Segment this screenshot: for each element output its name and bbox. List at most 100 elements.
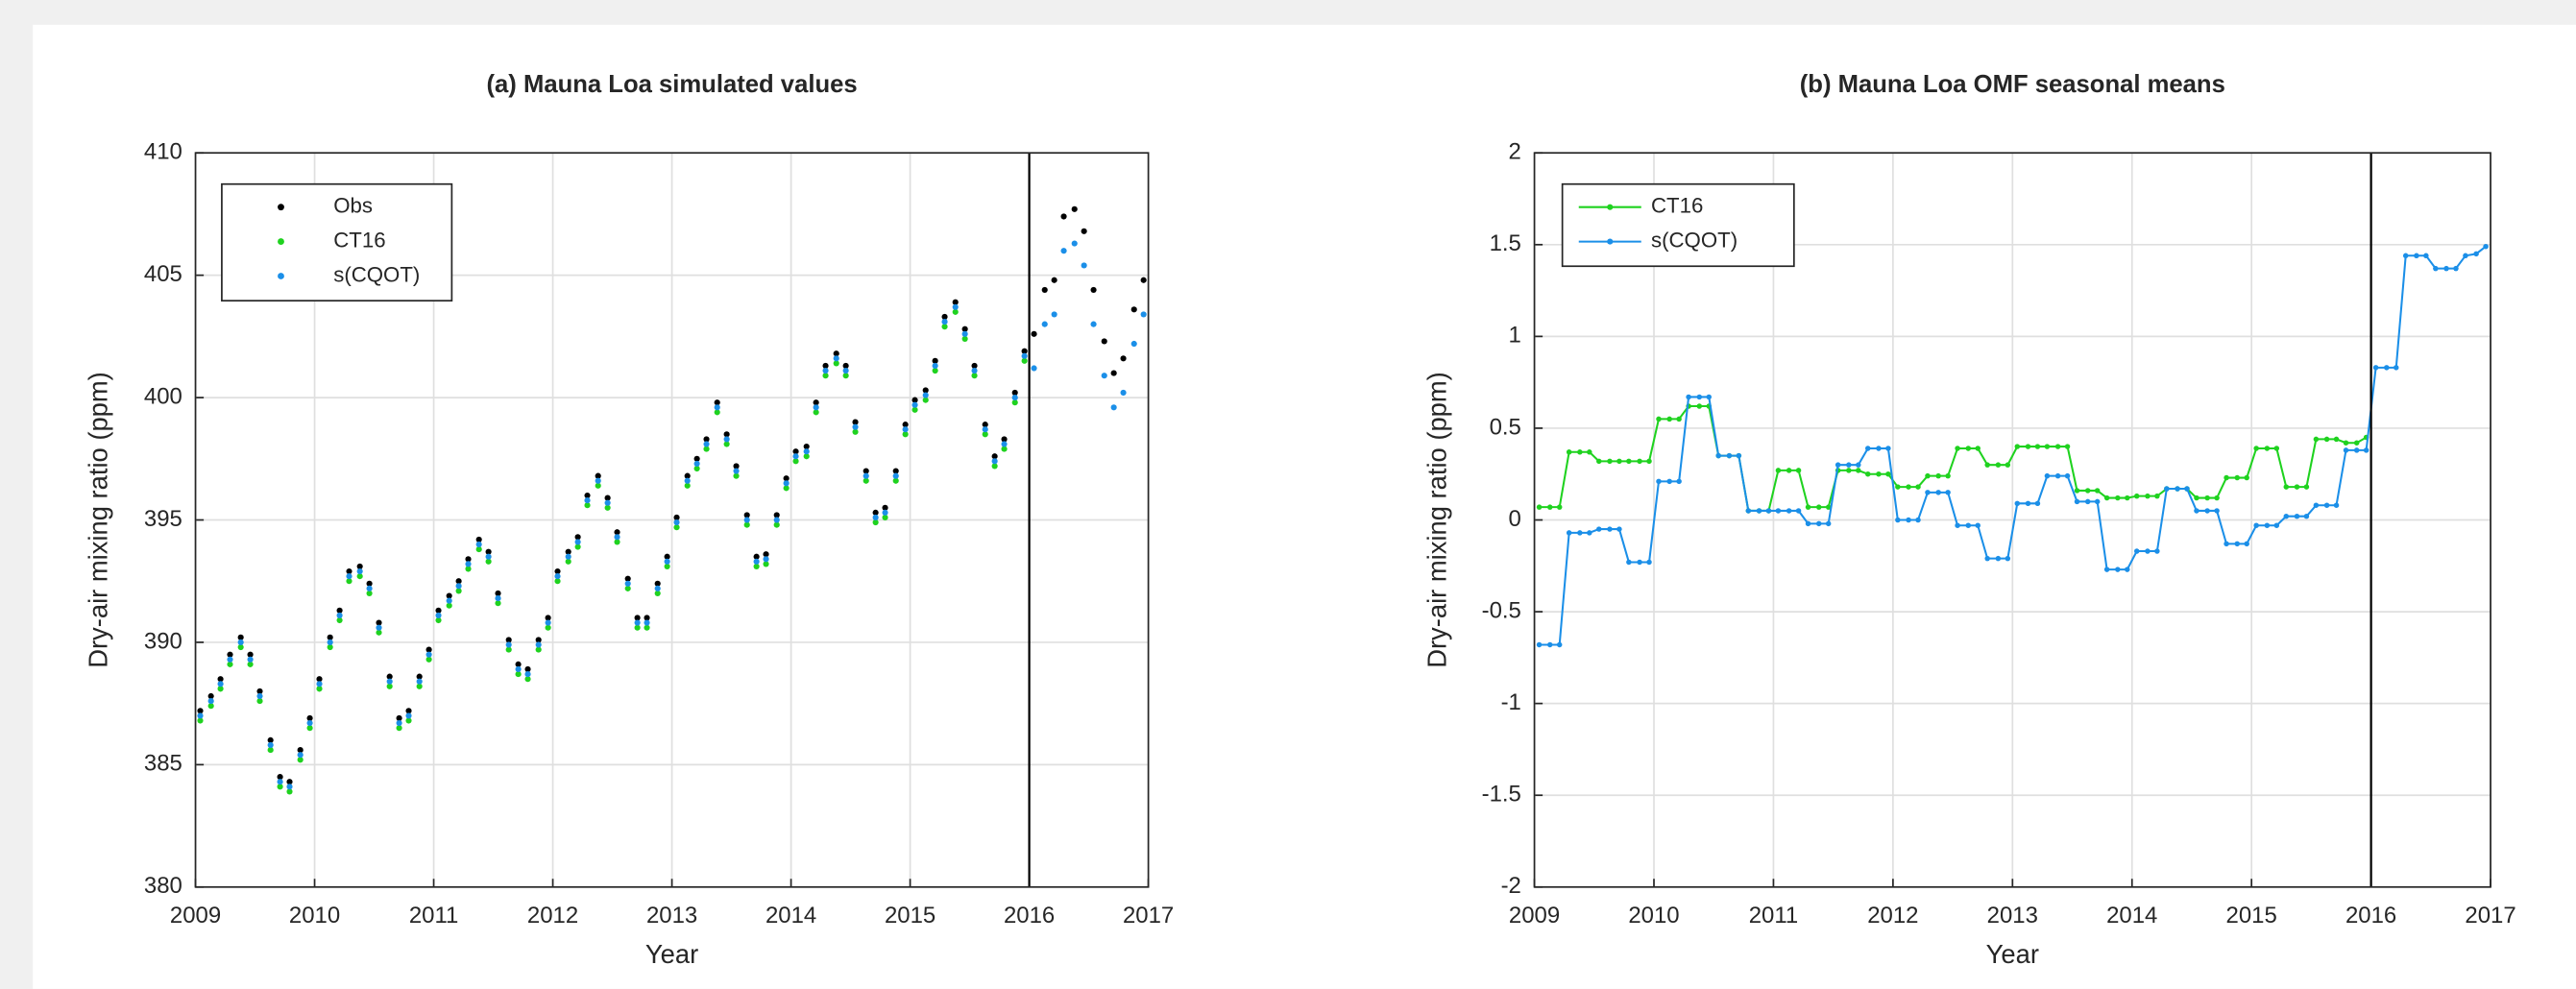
line-marker [1876,446,1882,451]
line-marker [2054,444,2061,449]
line-marker [1715,452,1721,459]
line-marker [2145,493,2151,499]
x-tick-label: 2015 [885,903,936,929]
data-point [237,639,244,646]
data-point [634,619,641,626]
legend-box [1561,182,1795,268]
data-point [1060,213,1067,220]
data-point [1060,248,1067,254]
line-marker [1925,472,1931,479]
data-point [336,607,343,614]
data-point [256,687,263,694]
data-point [961,326,968,332]
data-point [455,578,462,585]
line-marker [2463,253,2468,259]
line-marker [1726,452,1733,459]
data-point [952,303,959,310]
line-marker [1995,555,2002,562]
line-marker [2044,444,2051,449]
line-marker [2313,502,2320,508]
data-point [941,313,948,321]
line-marker [1995,462,2002,468]
line-marker [1736,452,1742,459]
line-marker [1856,462,1861,468]
data-point [654,585,661,591]
data-point [952,299,959,305]
data-point [455,583,462,590]
data-point [465,556,472,563]
line-marker [1556,641,1563,648]
line-marker [2372,365,2379,371]
line-marker [1945,472,1951,479]
line-marker [2145,548,2151,554]
data-point [595,472,601,479]
data-point [1041,321,1048,327]
x-tick-label: 2014 [2106,903,2157,929]
line-marker [1805,520,1811,527]
data-point [554,578,561,585]
data-point [346,567,352,575]
x-tick-label: 2010 [289,903,340,929]
data-point [733,472,740,479]
line-marker [2154,548,2160,554]
data-point [703,446,710,452]
data-point [495,594,501,602]
line-marker [2094,488,2101,494]
data-point [316,686,323,692]
data-point [356,573,363,580]
legend-label: s(CQOT) [1651,228,1738,252]
x-tick-label: 2011 [1749,903,1798,929]
line-marker [2214,494,2220,501]
line-marker [2234,541,2240,547]
data-point [753,558,760,565]
data-point [813,409,819,416]
data-point [227,661,233,667]
axes-box [194,152,1150,888]
data-point [863,477,869,484]
y-tick-label: 390 [144,628,182,654]
data-point [684,482,691,489]
line-marker [2054,472,2061,479]
data-point [256,692,263,700]
data-point [673,524,680,531]
line-marker [2025,444,2031,449]
x-axis-label: Year [645,939,698,969]
line-marker [2115,494,2121,501]
data-point [604,499,611,506]
line-marker [2005,462,2011,468]
data-point [822,373,829,379]
line-marker [1915,484,1921,490]
data-point [673,519,680,526]
data-point [654,580,661,587]
data-point [515,665,522,673]
data-point [376,619,382,626]
data-point [306,714,313,722]
line-marker [1577,530,1583,536]
data-point [217,686,224,692]
line-marker [1885,470,1891,477]
data-point [1101,338,1107,345]
x-tick-label: 2015 [2226,903,2277,929]
line-marker [1876,470,1882,477]
data-point [961,335,968,342]
data-point [1130,340,1137,348]
data-point [584,502,591,509]
line-marker [2194,494,2199,501]
data-point [277,779,283,785]
data-point [495,600,501,607]
y-axis-label: Dry-air mixing ratio (ppm) [1422,372,1452,668]
line-marker [2333,502,2340,508]
data-point [673,514,680,521]
data-point [416,673,423,680]
line-marker [1566,530,1572,536]
line-marker [2394,365,2399,371]
data-point [911,397,918,403]
data-point [792,448,799,455]
y-tick-label: 405 [144,261,182,287]
data-point [376,624,382,631]
data-point [892,472,899,479]
data-point [971,362,978,370]
data-point [1001,441,1008,447]
line-marker [2273,522,2280,528]
data-point [1130,306,1137,313]
